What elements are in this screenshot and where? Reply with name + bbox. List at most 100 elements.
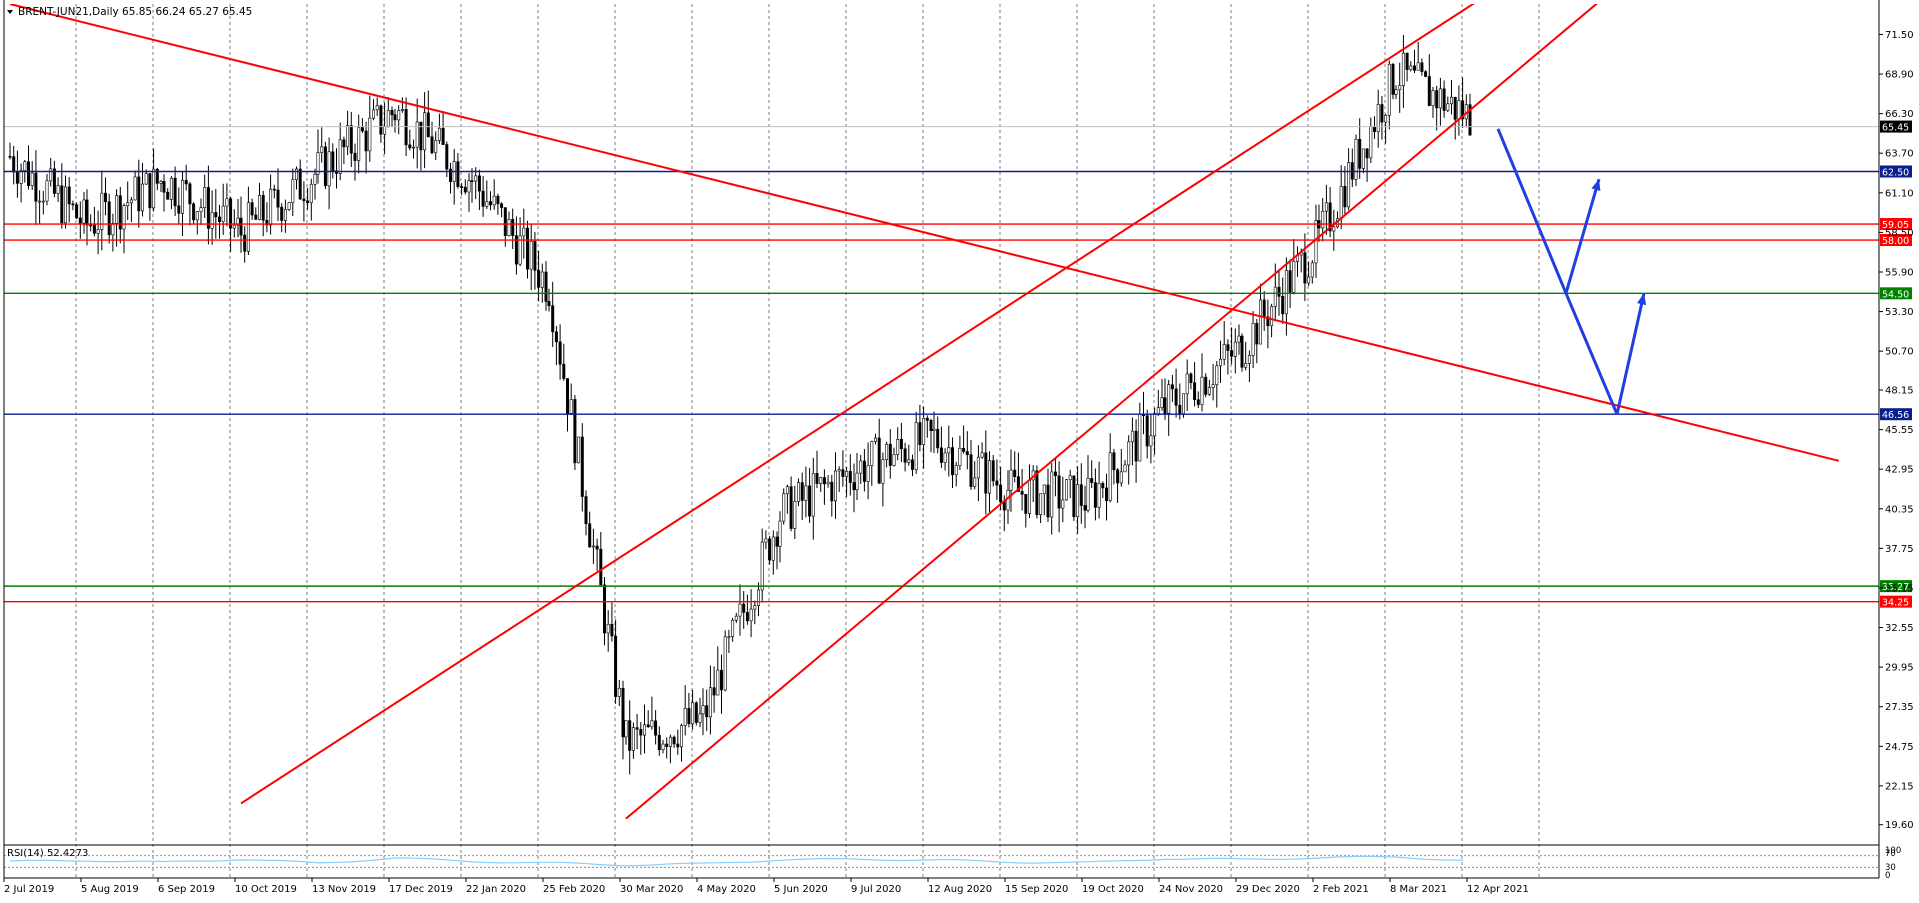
x-tick-label: 2 Feb 2021 [1313, 884, 1369, 895]
candle-body [910, 459, 914, 470]
candle-body [1398, 85, 1402, 90]
candle-body [408, 144, 412, 149]
candle-body [628, 720, 632, 751]
candle-body [1035, 470, 1039, 516]
x-tick-label: 15 Sep 2020 [1005, 884, 1068, 895]
candle-body [1013, 469, 1017, 477]
candle-body [1226, 344, 1230, 351]
candle-body [635, 727, 639, 730]
candle-body [606, 624, 610, 634]
rsi-tick-label: 30 [1885, 863, 1896, 873]
candle-body [907, 459, 911, 463]
candle-body [1255, 322, 1259, 345]
candle-body [162, 181, 166, 193]
level-price-label: 46.56 [1882, 410, 1909, 421]
rsi-tick-label: 70 [1885, 849, 1896, 859]
candle-body [614, 635, 618, 697]
candle-body [1424, 71, 1428, 77]
candle-body [111, 223, 115, 236]
candle-body [386, 110, 390, 127]
candle-body [1112, 452, 1116, 471]
candle-body [1020, 491, 1024, 495]
projection-arrow [1564, 178, 1601, 294]
candle-body [753, 605, 757, 610]
candle-body [1149, 435, 1153, 447]
candle-body [1332, 226, 1336, 232]
candle-body [1093, 482, 1097, 508]
y-tick-label: 55.90 [1885, 267, 1914, 278]
candle-body [287, 202, 291, 210]
candle-body [148, 173, 152, 209]
candle-body [588, 523, 592, 548]
candle-body [141, 183, 145, 212]
horizontal-levels: 62.50 59.05 58.00 54.50 46.56 35.27 34.25 65.45 [4, 120, 1912, 609]
candle-body [950, 447, 954, 476]
level-price-tag [1880, 287, 1912, 300]
candle-body [672, 736, 676, 745]
candle-body [437, 127, 441, 141]
candle-body [1185, 373, 1189, 395]
candle-body [246, 202, 250, 252]
candle-body [327, 151, 331, 187]
candle-body [426, 112, 430, 138]
candle-body [768, 538, 772, 561]
trendlines [9, 4, 1839, 820]
candle-body [64, 186, 68, 224]
candle-body [819, 477, 823, 484]
candle-body [554, 331, 558, 343]
candle-body [294, 168, 298, 180]
candle-body [621, 687, 625, 738]
candle-body [1196, 399, 1200, 405]
menu-triangle-icon[interactable] [7, 10, 13, 14]
x-tick-label: 25 Feb 2020 [543, 884, 605, 895]
candle-body [665, 743, 669, 747]
candle-body [973, 477, 977, 487]
projection-arrow [1496, 128, 1568, 294]
candle-body [250, 202, 254, 216]
candle-body [987, 460, 991, 494]
candle-body [503, 207, 507, 237]
candle-body [1108, 452, 1112, 502]
x-tick-label: 22 Jan 2020 [466, 884, 526, 895]
candle-body [411, 146, 415, 149]
candle-body [1178, 404, 1182, 414]
candle-body [1083, 505, 1087, 511]
candle-body [1028, 479, 1032, 514]
candle-body [848, 471, 852, 483]
candle-body [734, 615, 738, 621]
level-price-label: 35.27 [1882, 582, 1909, 593]
candle-body [845, 471, 849, 477]
candle-body [764, 538, 768, 543]
candle-body [1160, 397, 1164, 408]
x-tick-label: 12 Aug 2020 [928, 884, 992, 895]
candle-body [1090, 478, 1094, 483]
candle-body [306, 200, 310, 203]
candle-body [1207, 387, 1211, 395]
candle-body [309, 184, 313, 203]
candle-body [712, 687, 716, 696]
candle-body [481, 190, 485, 207]
candle-body [302, 198, 306, 202]
candle-body [738, 603, 742, 617]
candle-body [1138, 413, 1142, 462]
candle-body [565, 378, 569, 414]
candle-body [19, 170, 23, 184]
candle-body [771, 536, 775, 561]
candle-body [584, 496, 588, 525]
candle-body [390, 110, 394, 116]
candle-body [701, 705, 705, 715]
candle-body [1053, 471, 1057, 477]
candle-body [89, 224, 93, 227]
candle-body [364, 130, 368, 152]
candle-body [511, 219, 515, 236]
candle-body [283, 209, 287, 221]
candle-body [456, 161, 460, 187]
candle-body [1134, 430, 1138, 462]
candle-body [1358, 138, 1362, 169]
candle-body [269, 188, 273, 226]
candle-body [85, 199, 89, 226]
candle-body [1247, 355, 1251, 364]
y-tick-label: 35.15 [1885, 583, 1914, 594]
